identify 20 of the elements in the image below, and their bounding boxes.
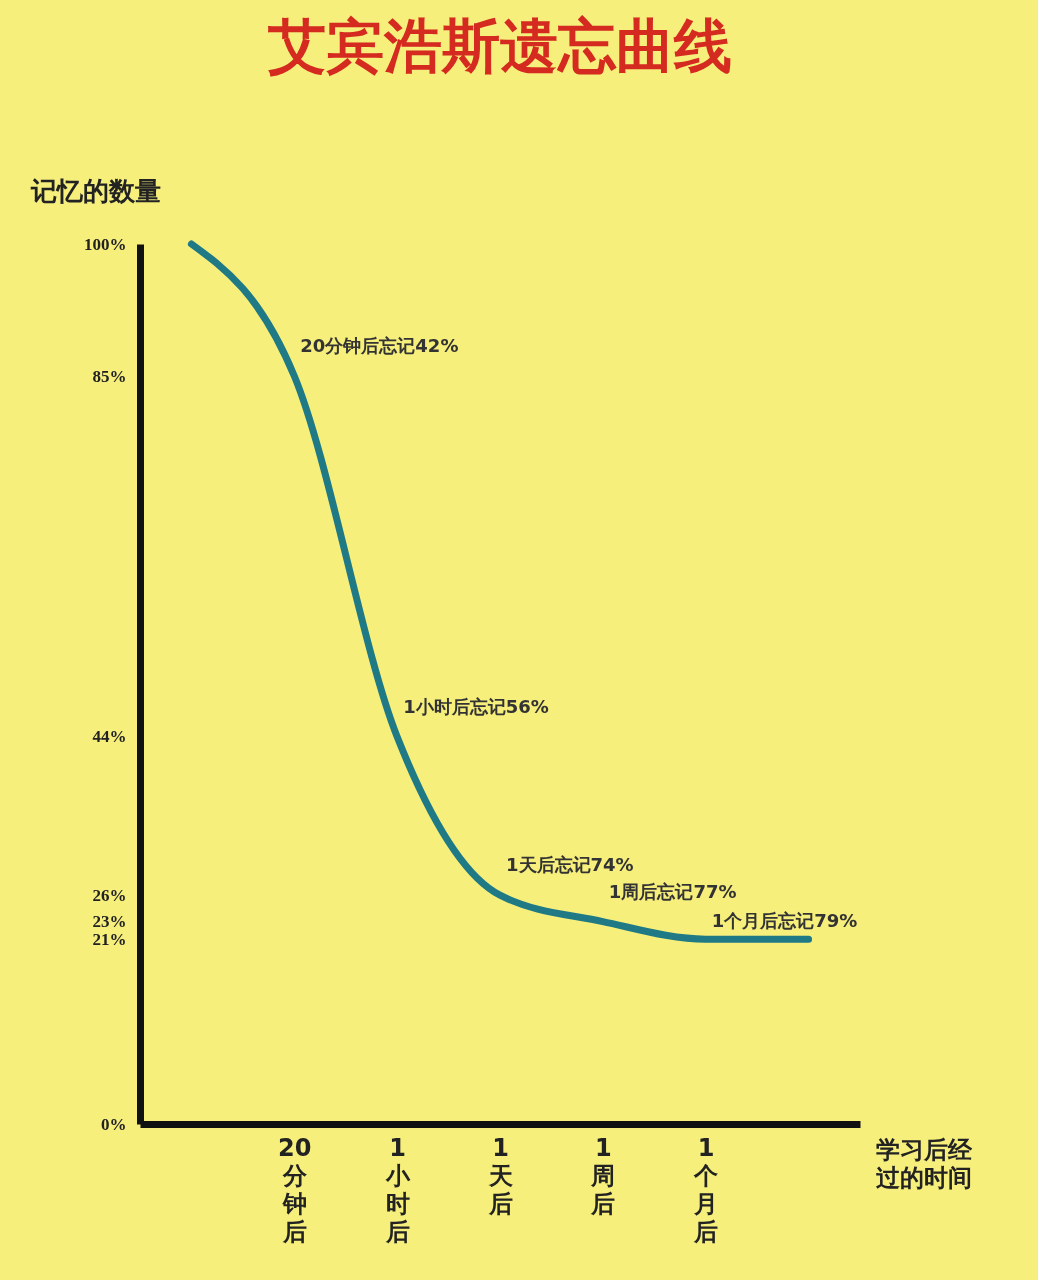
x-tick-label: 1个月后	[693, 1133, 719, 1246]
x-tick-label: 20分钟后	[278, 1133, 312, 1246]
y-tick-label: 85%	[92, 366, 127, 386]
annotation: 1周后忘记77%	[608, 880, 737, 902]
annotation: 1小时后忘记56%	[403, 695, 549, 717]
y-tick-label: 21%	[92, 929, 127, 949]
annotation: 1天后忘记74%	[506, 854, 634, 876]
chart-title: 艾宾浩斯遗忘曲线	[268, 12, 732, 80]
y-tick-label: 23%	[92, 912, 127, 932]
annotation: 1个月后忘记79%	[711, 910, 858, 932]
y-tick-label: 0%	[101, 1114, 127, 1134]
x-tick-label: 1天后	[487, 1133, 513, 1218]
y-tick-label: 44%	[92, 727, 127, 747]
y-axis-title: 记忆的数量	[29, 175, 161, 206]
y-tick-label: 100%	[84, 234, 127, 254]
annotation: 20分钟后忘记42%	[300, 335, 459, 356]
x-tick-label: 1小时后	[384, 1133, 411, 1246]
x-axis-title: 学习后经过的时间	[874, 1135, 973, 1192]
x-tick-label: 1周后	[590, 1133, 616, 1218]
y-tick-label: 26%	[92, 885, 127, 905]
